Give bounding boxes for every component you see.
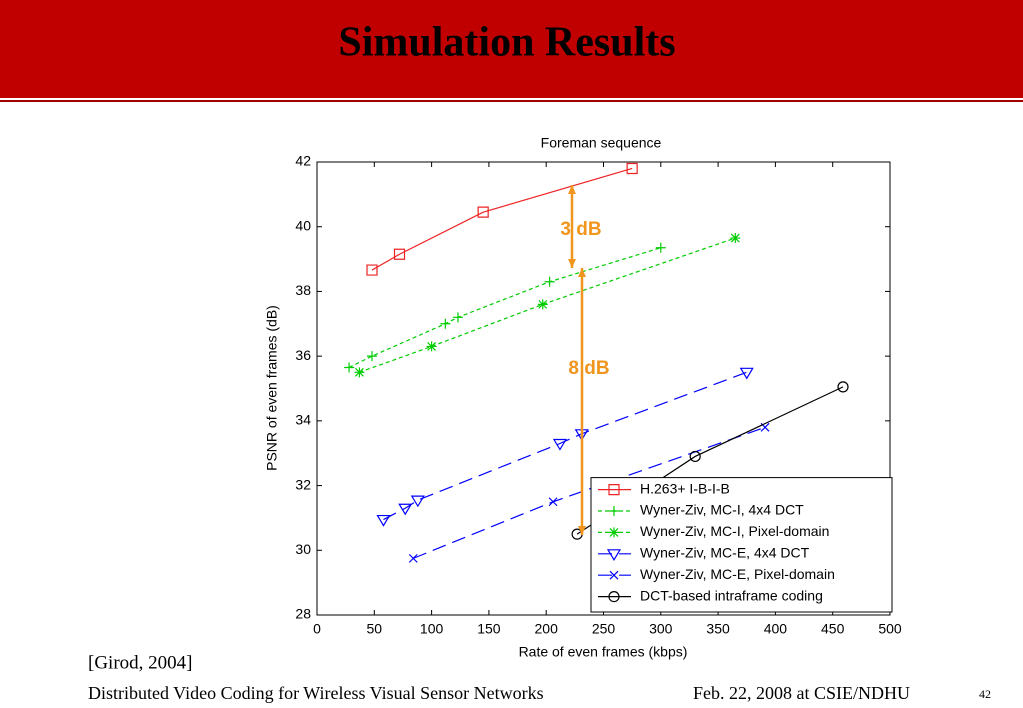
footer-title: Distributed Video Coding for Wireless Vi… bbox=[88, 683, 544, 703]
marker bbox=[544, 276, 555, 287]
chart-title: Foreman sequence bbox=[541, 135, 662, 151]
marker bbox=[655, 242, 666, 253]
y-tick-label: 42 bbox=[295, 153, 311, 169]
header-band bbox=[0, 0, 1023, 98]
x-tick-label: 300 bbox=[649, 621, 673, 637]
legend-marker bbox=[606, 549, 622, 561]
arrow-head bbox=[578, 268, 586, 277]
marker bbox=[548, 497, 558, 507]
x-tick-label: 0 bbox=[313, 621, 321, 637]
x-tick-label: 400 bbox=[764, 621, 788, 637]
legend-marker bbox=[609, 506, 619, 516]
arrow-head bbox=[568, 259, 576, 268]
series-line bbox=[348, 247, 661, 369]
marker bbox=[393, 248, 406, 260]
marker bbox=[552, 438, 568, 451]
legend-marker bbox=[609, 527, 619, 538]
y-tick-label: 32 bbox=[295, 476, 311, 492]
y-tick-label: 38 bbox=[295, 282, 311, 298]
legend-label: Wyner-Ziv, MC-E, 4x4 DCT bbox=[640, 545, 810, 561]
marker bbox=[440, 318, 451, 329]
marker bbox=[376, 514, 391, 527]
page-number: 42 bbox=[979, 687, 991, 701]
marker bbox=[452, 312, 463, 323]
y-tick-label: 30 bbox=[295, 541, 311, 557]
y-axis-label: PSNR of even frames (dB) bbox=[264, 305, 280, 471]
arrow-head bbox=[568, 185, 576, 194]
x-tick-label: 100 bbox=[420, 621, 444, 637]
marker bbox=[344, 362, 355, 373]
x-axis-label: Rate of even frames (kbps) bbox=[519, 644, 688, 660]
slide-title: Simulation Results bbox=[338, 20, 675, 66]
marker bbox=[366, 264, 378, 276]
x-tick-label: 500 bbox=[878, 621, 902, 637]
x-tick-label: 450 bbox=[821, 621, 845, 637]
marker bbox=[730, 233, 741, 244]
legend-label: Wyner-Ziv, MC-E, Pixel-domain bbox=[640, 566, 835, 582]
x-tick-label: 50 bbox=[367, 621, 383, 637]
x-tick-label: 200 bbox=[535, 621, 559, 637]
marker bbox=[408, 553, 418, 563]
y-tick-label: 40 bbox=[295, 217, 311, 233]
annotation: 8 dB bbox=[568, 358, 609, 379]
footer-date: Feb. 22, 2008 at CSIE/NDHU bbox=[693, 683, 910, 703]
x-tick-label: 250 bbox=[592, 621, 616, 637]
marker bbox=[367, 351, 378, 362]
marker bbox=[739, 367, 754, 380]
marker bbox=[837, 381, 849, 393]
legend-label: DCT-based intraframe coding bbox=[640, 587, 823, 603]
marker bbox=[477, 206, 489, 218]
x-tick-label: 150 bbox=[477, 621, 501, 637]
marker bbox=[410, 495, 425, 508]
marker bbox=[398, 503, 413, 516]
arrow-head bbox=[578, 526, 586, 535]
marker bbox=[354, 367, 365, 378]
legend-box bbox=[590, 477, 893, 613]
y-tick-label: 28 bbox=[295, 606, 311, 622]
legend-marker bbox=[608, 590, 620, 603]
y-tick-label: 36 bbox=[295, 347, 311, 363]
legend-label: Wyner-Ziv, MC-I, 4x4 DCT bbox=[640, 502, 804, 518]
marker bbox=[689, 450, 701, 463]
marker bbox=[626, 162, 638, 175]
series-line bbox=[383, 371, 747, 521]
annotation: 3 dB bbox=[560, 219, 601, 240]
marker bbox=[537, 299, 548, 310]
marker bbox=[426, 341, 437, 352]
legend-label: H.263+ I-B-I-B bbox=[640, 480, 730, 496]
x-tick-label: 350 bbox=[706, 621, 730, 637]
legend-label: Wyner-Ziv, MC-I, Pixel-domain bbox=[640, 523, 829, 539]
series-line bbox=[371, 167, 633, 271]
legend-marker bbox=[608, 484, 620, 496]
y-tick-label: 34 bbox=[295, 412, 311, 428]
series-line bbox=[359, 237, 736, 373]
citation: [Girod, 2004] bbox=[88, 652, 192, 673]
legend-marker bbox=[609, 570, 619, 580]
